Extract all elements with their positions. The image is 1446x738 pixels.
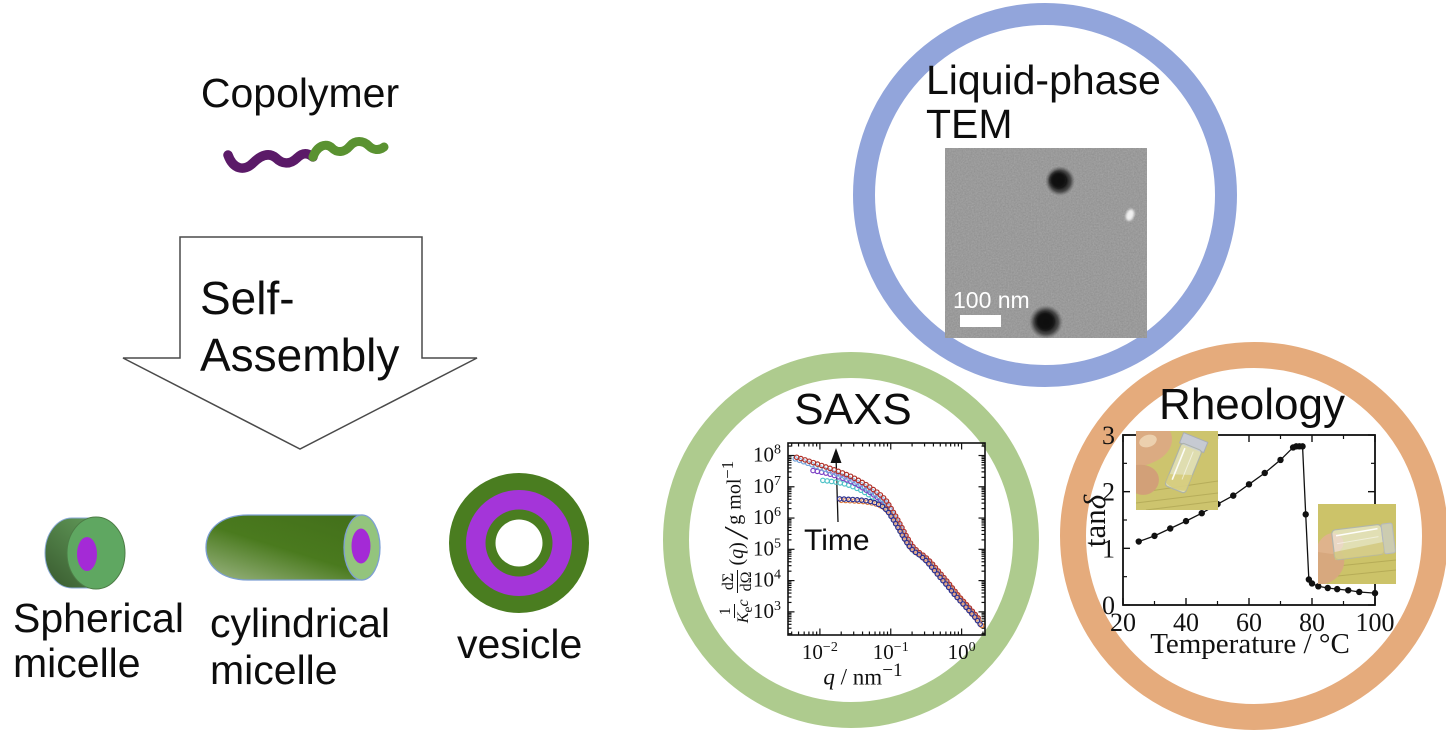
y-unit: g mol−1 [717,460,746,525]
self-assembly-label: Self- Assembly [200,272,400,381]
time-arrow [835,455,839,523]
tem-scale-label: 100 nm [953,287,1030,313]
unit-slash: / [718,528,755,539]
fingernail [1139,434,1157,448]
down-arrow-outline [122,236,478,450]
svg-text:100: 100 [1356,608,1395,637]
svg-text:100: 100 [948,640,976,664]
copolymer-block-a [223,149,318,173]
vesicle-icon [449,473,589,613]
micelle-core [77,537,97,571]
saxs-x-axis-label: q / nm−1 [823,660,903,690]
finger [1136,464,1159,495]
svg-text:80: 80 [1299,608,1325,637]
svg-text:3: 3 [1102,421,1115,450]
tem-title: Liquid-phase TEM [926,57,1161,147]
cylinder-body [205,514,363,581]
tem-micrograph: 100 nm [945,148,1147,338]
q-argument: (q) [725,542,748,566]
saxs-y-axis-label: 1 Kec dΣ dΩ (q) / g mol−1 [714,443,760,643]
spherical-micelle-label: Spherical micelle [13,595,184,686]
vesicle-particle-top-core [1050,172,1066,188]
vesicle-label: vesicle [457,621,583,667]
svg-text:2: 2 [1102,478,1115,507]
svg-text:20: 20 [1110,608,1136,637]
self-assembly-arrow [122,236,478,450]
svg-text:1: 1 [1102,534,1115,563]
cylindrical-micelle-label: cylindrical micelle [210,600,390,693]
tem-scale-bar [960,315,1001,327]
copolymer-chain-icon [223,137,389,173]
tilted-vial [1164,431,1209,494]
vesicle-lumen [495,519,543,567]
gel-content [1334,542,1385,561]
rheology-plot: 20 40 60 80 100 0 1 2 3 [1102,421,1395,637]
vesicle-particle-bottom-core [1036,312,1054,330]
saxs-title: SAXS [794,385,912,434]
copolymer-label: Copolymer [200,70,400,116]
cylinder-core [351,528,371,564]
rheology-title: Rheology [1159,380,1345,429]
svg-text:60: 60 [1236,608,1262,637]
cylindrical-micelle-icon [205,514,381,581]
vial-cap [1380,522,1396,555]
svg-text:40: 40 [1173,608,1199,637]
calibration-fraction: 1 Kec [717,599,756,624]
rheology-x-axis-label: Temperature / °C [1150,628,1350,660]
glass-highlight [1336,536,1379,545]
time-annotation: Time [804,524,870,557]
glass-highlight [1335,527,1378,537]
horizontal-vial [1331,522,1396,561]
svg-text:0: 0 [1102,591,1115,620]
cross-section-fraction: dΣ dΩ [719,569,755,594]
rheology-y-axis-label: tanδ [1077,494,1112,548]
bright-speck [1125,209,1135,221]
gel-photo-inset [1318,504,1396,584]
glass-highlight [1181,451,1194,480]
spherical-micelle-icon [44,516,126,590]
time-arrow-head [830,448,842,463]
copolymer-block-b [308,137,389,162]
sol-photo-inset [1136,431,1218,510]
glass-highlight [1171,447,1186,481]
